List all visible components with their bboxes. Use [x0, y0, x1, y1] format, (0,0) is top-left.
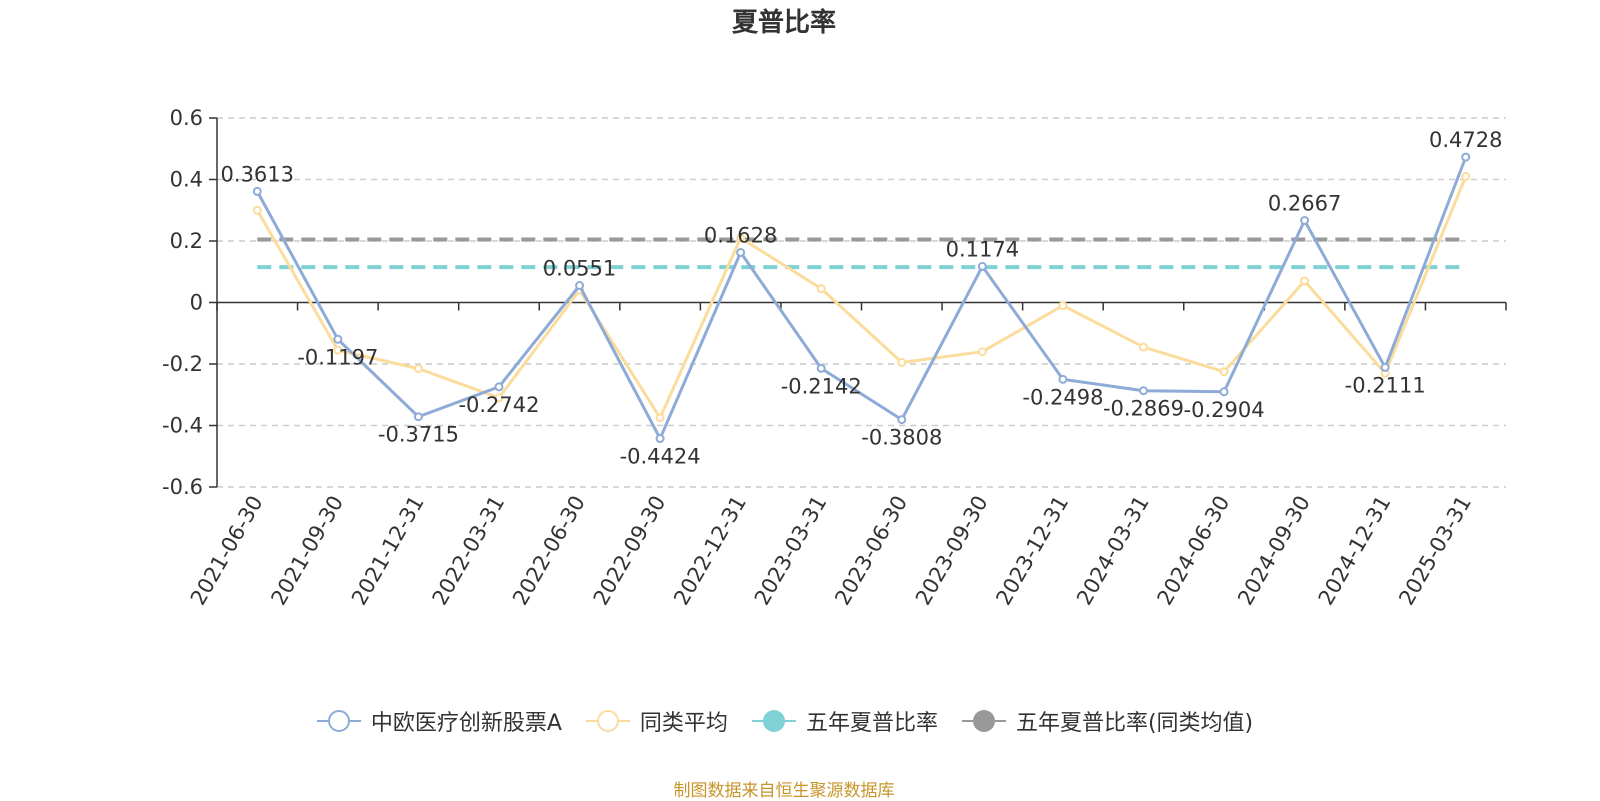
- data-point: [1058, 301, 1068, 311]
- y-tick-label: 0: [190, 291, 203, 315]
- data-label: 0.3613: [221, 162, 294, 186]
- x-tick-label: 2022-12-31: [669, 492, 751, 610]
- data-label: -0.2142: [781, 374, 862, 398]
- data-point: [1300, 276, 1310, 286]
- data-point: [1461, 152, 1471, 162]
- data-point: [1219, 367, 1229, 377]
- x-tick-label: 2021-12-31: [347, 492, 429, 610]
- legend-marker-five-year-sharpe: [751, 710, 796, 732]
- data-point: [816, 284, 826, 294]
- data-point: [333, 345, 343, 355]
- data-point: [1380, 362, 1390, 372]
- series-line: [255, 175, 1468, 420]
- data-labels-layer: 0.3613 -0.1197 -0.3715 -0.2742 0.0551 -0.4424…: [221, 128, 1503, 468]
- data-point: [413, 412, 423, 422]
- x-tick-label: 2023-09-30: [911, 492, 993, 610]
- legend-marker-peer-average: [585, 710, 630, 732]
- data-label: -0.2742: [458, 393, 539, 417]
- data-point: [1138, 386, 1148, 396]
- y-tick-label: -0.6: [162, 475, 203, 499]
- x-tick-label: 2022-09-30: [589, 492, 671, 610]
- x-tick-label: 2024-03-31: [1072, 492, 1154, 610]
- x-tick-label: 2022-03-31: [427, 492, 509, 610]
- data-point: [977, 347, 987, 357]
- x-tick-label: 2023-03-31: [750, 492, 832, 610]
- chart-title: 夏普比率: [731, 8, 836, 38]
- data-point: [655, 434, 665, 444]
- legend-label-fund: 中欧医疗创新股票A: [370, 711, 562, 736]
- y-tick-label: 0.6: [170, 106, 203, 130]
- y-tick-label: 0.2: [170, 229, 203, 253]
- x-tick-label: 2025-03-31: [1394, 492, 1476, 610]
- legend-label-five-year-sharpe-peer: 五年夏普比率(同类均值): [1015, 711, 1254, 736]
- data-label: -0.4424: [620, 445, 701, 469]
- data-point: [816, 363, 826, 373]
- data-label: -0.3715: [378, 423, 459, 447]
- y-tick-label: -0.2: [162, 352, 203, 376]
- legend-item-fund[interactable]: 中欧医疗创新股票A: [315, 705, 562, 737]
- data-label: 0.0551: [543, 257, 616, 281]
- data-point: [1058, 374, 1068, 384]
- data-point: [575, 281, 585, 291]
- data-label: 0.1174: [946, 237, 1019, 261]
- data-point: [1138, 342, 1148, 352]
- x-tick-label: 2021-09-30: [266, 492, 348, 610]
- x-tick-label: 2021-06-30: [186, 492, 268, 610]
- data-label: -0.1197: [297, 345, 378, 369]
- data-point: [736, 233, 746, 243]
- data-label: -0.2904: [1184, 398, 1265, 422]
- data-point: [977, 261, 987, 271]
- data-label: 0.1628: [704, 223, 777, 247]
- x-tick-label: 2024-12-31: [1314, 492, 1396, 610]
- data-point: [333, 334, 343, 344]
- y-tick-label: -0.4: [162, 414, 203, 438]
- data-point: [736, 247, 746, 257]
- x-tick-label: 2023-12-31: [991, 492, 1073, 610]
- source-note: 制图数据来自恒生聚源数据库: [673, 781, 895, 801]
- series-layer: [252, 152, 1471, 444]
- data-label: -0.3808: [861, 426, 942, 450]
- data-point: [252, 186, 262, 196]
- data-label: -0.2111: [1345, 373, 1426, 397]
- legend-item-five-year-sharpe-peer[interactable]: 五年夏普比率(同类均值): [960, 705, 1253, 737]
- y-tick-label: 0.4: [170, 168, 203, 192]
- x-tick-label: 2024-06-30: [1153, 492, 1235, 610]
- legend-item-peer-average[interactable]: 同类平均: [584, 705, 728, 737]
- data-point: [655, 413, 665, 423]
- legend-item-five-year-sharpe[interactable]: 五年夏普比率: [750, 705, 938, 737]
- data-label: -0.2869: [1103, 397, 1184, 421]
- data-point: [413, 364, 423, 374]
- data-point: [494, 382, 504, 392]
- x-tick-label: 2024-09-30: [1233, 492, 1315, 610]
- reference-lines-layer: [257, 237, 1466, 270]
- series-line: [255, 156, 1468, 441]
- data-point: [1300, 215, 1310, 225]
- grid-layer: [217, 117, 1506, 488]
- data-point: [897, 357, 907, 367]
- legend-marker-fund: [316, 710, 361, 732]
- data-label: 0.2667: [1268, 191, 1341, 215]
- data-point: [252, 205, 262, 215]
- data-label: 0.4728: [1429, 128, 1502, 152]
- data-label: -0.2498: [1022, 385, 1103, 409]
- legend-label-five-year-sharpe: 五年夏普比率: [805, 711, 938, 736]
- x-tick-label: 2023-06-30: [830, 492, 912, 610]
- x-tick-label: 2022-06-30: [508, 492, 590, 610]
- legend-marker-five-year-sharpe-peer: [961, 710, 1006, 732]
- legend-label-peer-average: 同类平均: [639, 711, 728, 736]
- data-point: [897, 415, 907, 425]
- legend: 中欧医疗创新股票A 同类平均 五年夏普比率 五年夏普比率(同类均值): [0, 705, 1568, 737]
- data-point: [1461, 171, 1471, 181]
- data-point: [494, 393, 504, 403]
- data-point: [1219, 387, 1229, 397]
